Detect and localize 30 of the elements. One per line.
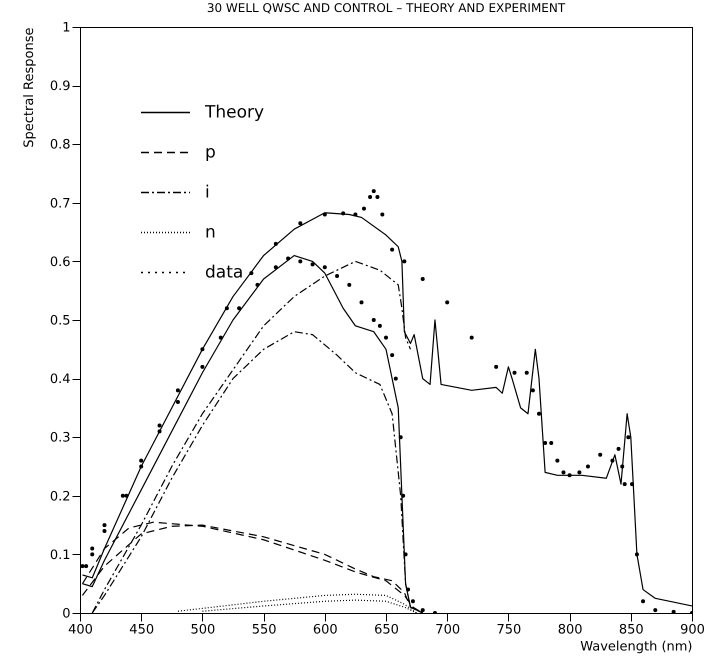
y-tick-label: 0 xyxy=(62,606,70,622)
y-tick-label: 0.1 xyxy=(50,548,70,563)
y-tick-label: 0.2 xyxy=(50,489,70,504)
x-axis-title: Wavelength (nm) xyxy=(580,640,692,654)
x-tick-label: 600 xyxy=(312,622,338,638)
y-tick-label: 1 xyxy=(62,20,70,36)
y-tick-label: 0.3 xyxy=(50,430,70,446)
y-axis-title: Spectral Response xyxy=(22,28,37,148)
x-tick-label: 550 xyxy=(252,622,277,638)
legend-label: n xyxy=(205,222,216,242)
y-tick-label: 0.8 xyxy=(50,138,70,153)
y-tick-label: 0.5 xyxy=(50,314,70,328)
x-tick-label: 450 xyxy=(129,622,154,638)
chart-title: 30 WELL QWSC AND CONTROL – THEORY AND EXPERIMENT xyxy=(206,1,566,15)
y-tick-label: 0.4 xyxy=(50,372,70,388)
x-tick-label: 650 xyxy=(374,622,399,638)
legend-label: Theory xyxy=(204,102,264,122)
x-tick-label: 850 xyxy=(618,622,644,638)
x-tick-label: 500 xyxy=(190,622,216,638)
y-tick-label: 0.6 xyxy=(50,254,70,270)
x-tick-label: 400 xyxy=(68,622,93,638)
x-tick-label: 750 xyxy=(496,622,522,638)
y-tick-label: 0.9 xyxy=(50,79,70,94)
legend-label: p xyxy=(205,142,216,162)
x-tick-label: 700 xyxy=(435,622,460,638)
legend-label: data xyxy=(205,262,244,282)
legend-label: i xyxy=(205,182,210,202)
x-tick-label: 900 xyxy=(680,622,705,638)
y-tick-label: 0.7 xyxy=(50,196,70,212)
x-tick-label: 800 xyxy=(558,622,583,638)
